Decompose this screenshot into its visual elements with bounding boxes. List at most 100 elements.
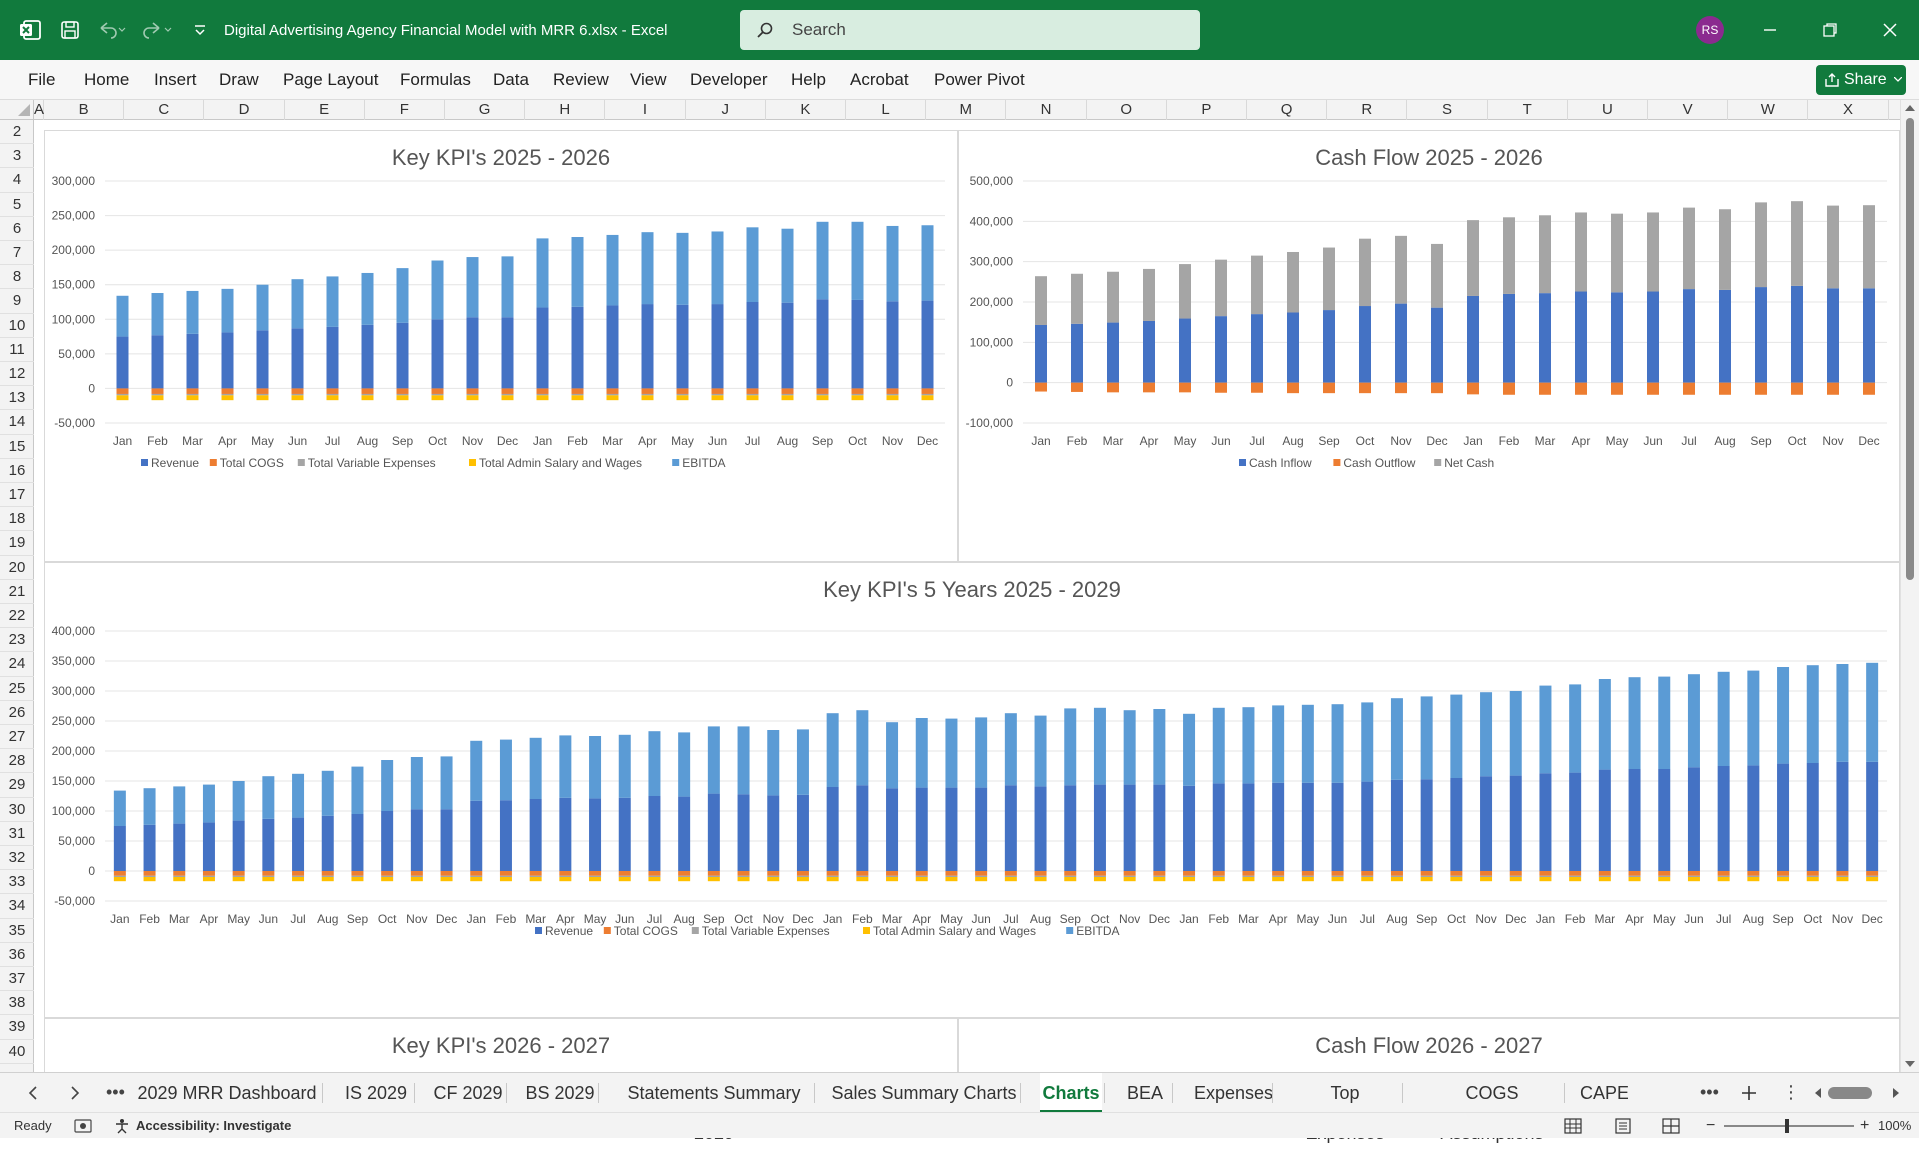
row-header-34[interactable]: 34 [0, 894, 34, 919]
zoom-slider[interactable] [1724, 1119, 1854, 1133]
row-header-3[interactable]: 3 [0, 144, 34, 169]
chart-key-kpis-2025-2026[interactable]: Key KPI's 2025 - 2026 300,000 250,000 200,… [44, 130, 958, 562]
row-header-38[interactable]: 38 [0, 991, 34, 1016]
zoom-out-icon[interactable]: − [1706, 1117, 1716, 1134]
row-header-21[interactable]: 21 [0, 580, 34, 604]
row-header-10[interactable]: 10 [0, 314, 34, 338]
row-header-30[interactable]: 30 [0, 798, 34, 822]
row-header-6[interactable]: 6 [0, 217, 34, 241]
row-header-19[interactable]: 19 [0, 531, 34, 556]
menu-view[interactable]: View [630, 70, 667, 89]
sheet-tab-is-2029[interactable]: IS 2029 [344, 1083, 408, 1103]
sheet-tab-2029-mrr-dashboard[interactable]: 2029 MRR Dashboard [137, 1083, 317, 1103]
zoom-slider-thumb[interactable] [1785, 1119, 1789, 1133]
row-header-24[interactable]: 24 [0, 652, 34, 677]
row-header-26[interactable]: 26 [0, 701, 34, 725]
horizontal-scrollbar[interactable] [1814, 1085, 1902, 1101]
avatar[interactable]: RS [1696, 16, 1724, 44]
column-header-w[interactable]: W [1728, 100, 1809, 120]
sheet-tab-statements-summary-2029[interactable]: Statements Summary 2029 [627, 1083, 801, 1143]
undo-icon[interactable] [92, 0, 132, 60]
normal-view-icon[interactable] [1564, 1118, 1582, 1134]
scroll-down-icon[interactable] [1905, 1060, 1915, 1068]
row-header-22[interactable]: 22 [0, 604, 34, 629]
menu-formulas[interactable]: Formulas [400, 70, 471, 89]
menu-power-pivot[interactable]: Power Pivot [934, 70, 1025, 89]
sheet-tab-cf-2029[interactable]: CF 2029 [433, 1083, 503, 1103]
row-header-15[interactable]: 15 [0, 435, 34, 459]
row-header-20[interactable]: 20 [0, 556, 34, 580]
column-header-j[interactable]: J [686, 100, 766, 120]
menu-file[interactable]: File [28, 70, 56, 89]
column-header-o[interactable]: O [1087, 100, 1167, 120]
row-header-4[interactable]: 4 [0, 168, 34, 193]
column-header-f[interactable]: F [365, 100, 445, 120]
row-header-28[interactable]: 28 [0, 749, 34, 774]
worksheet-grid[interactable]: Key KPI's 2025 - 2026 300,000 250,000 200,… [34, 120, 1900, 1072]
customize-qat-icon[interactable] [188, 0, 212, 60]
column-header-h[interactable]: H [525, 100, 606, 120]
close-icon[interactable] [1870, 0, 1910, 60]
vertical-scrollbar[interactable] [1900, 100, 1919, 1072]
row-header-37[interactable]: 37 [0, 967, 34, 992]
row-header-27[interactable]: 27 [0, 725, 34, 750]
column-header-c[interactable]: C [124, 100, 205, 120]
menu-draw[interactable]: Draw [219, 70, 259, 89]
minimize-icon[interactable] [1750, 0, 1790, 60]
sheet-tab-capex[interactable]: CAPEX [1580, 1083, 1628, 1103]
next-sheet-icon[interactable] [70, 1086, 80, 1100]
hscroll-thumb[interactable] [1828, 1087, 1872, 1099]
sheet-tab-cogs-assumptions[interactable]: COGS Assumptions [1440, 1083, 1543, 1143]
redo-icon[interactable] [138, 0, 178, 60]
row-header-8[interactable]: 8 [0, 265, 34, 290]
column-header-t[interactable]: T [1488, 100, 1568, 120]
scrollbar-thumb[interactable] [1906, 118, 1914, 580]
row-header-5[interactable]: 5 [0, 193, 34, 217]
row-header-18[interactable]: 18 [0, 507, 34, 532]
row-header-36[interactable]: 36 [0, 943, 34, 967]
save-icon[interactable] [56, 0, 84, 60]
column-header-r[interactable]: R [1327, 100, 1408, 120]
menu-review[interactable]: Review [553, 70, 609, 89]
row-header-32[interactable]: 32 [0, 846, 34, 871]
restore-icon[interactable] [1810, 0, 1850, 60]
row-header-16[interactable]: 16 [0, 459, 34, 483]
column-header-b[interactable]: B [44, 100, 125, 120]
sheet-tab-sales-summary-charts[interactable]: Sales Summary Charts [831, 1083, 1017, 1103]
column-header-s[interactable]: S [1407, 100, 1488, 120]
prev-sheet-icon[interactable] [28, 1086, 38, 1100]
column-header-m[interactable]: M [926, 100, 1007, 120]
sheet-tab-expenses[interactable]: Expenses [1194, 1083, 1274, 1103]
overflow-sheets-icon[interactable]: ••• [1700, 1082, 1719, 1102]
chart-key-kpis-2026-2027[interactable]: Key KPI's 2026 - 2027 [44, 1018, 958, 1072]
row-header-23[interactable]: 23 [0, 628, 34, 653]
macro-recording-icon[interactable] [74, 1119, 92, 1133]
column-header-q[interactable]: Q [1247, 100, 1328, 120]
column-header-a[interactable]: A [34, 100, 45, 120]
chart-cash-flow-2025-2026[interactable]: Cash Flow 2025 - 2026 500,000 400,000 300,… [958, 130, 1900, 562]
select-all-corner[interactable] [0, 100, 34, 120]
zoom-in-icon[interactable]: + [1860, 1117, 1870, 1134]
sheet-tab-charts[interactable]: Charts [1040, 1073, 1102, 1113]
sheet-tab-bs-2029[interactable]: BS 2029 [525, 1083, 595, 1103]
row-header-29[interactable]: 29 [0, 773, 34, 798]
row-header-40[interactable]: 40 [0, 1040, 34, 1064]
sheet-tab-bea[interactable]: BEA [1126, 1083, 1164, 1103]
column-header-e[interactable]: E [285, 100, 365, 120]
scroll-up-icon[interactable] [1905, 104, 1915, 112]
menu-home[interactable]: Home [84, 70, 130, 89]
row-header-35[interactable]: 35 [0, 919, 34, 943]
menu-help[interactable]: Help [791, 70, 826, 89]
row-header-33[interactable]: 33 [0, 870, 34, 895]
row-header-39[interactable]: 39 [0, 1015, 34, 1040]
share-button[interactable]: Share [1816, 65, 1906, 95]
scroll-right-icon[interactable] [1892, 1088, 1900, 1098]
chart-cash-flow-2026-2027[interactable]: Cash Flow 2026 - 2027 [958, 1018, 1900, 1072]
row-header-11[interactable]: 11 [0, 338, 34, 362]
add-sheet-icon[interactable] [1740, 1084, 1758, 1102]
row-header-2[interactable]: 2 [0, 120, 34, 145]
column-header-u[interactable]: U [1568, 100, 1648, 120]
search-box[interactable]: Search [740, 10, 1200, 50]
column-header-x[interactable]: X [1808, 100, 1889, 120]
column-header-k[interactable]: K [766, 100, 846, 120]
